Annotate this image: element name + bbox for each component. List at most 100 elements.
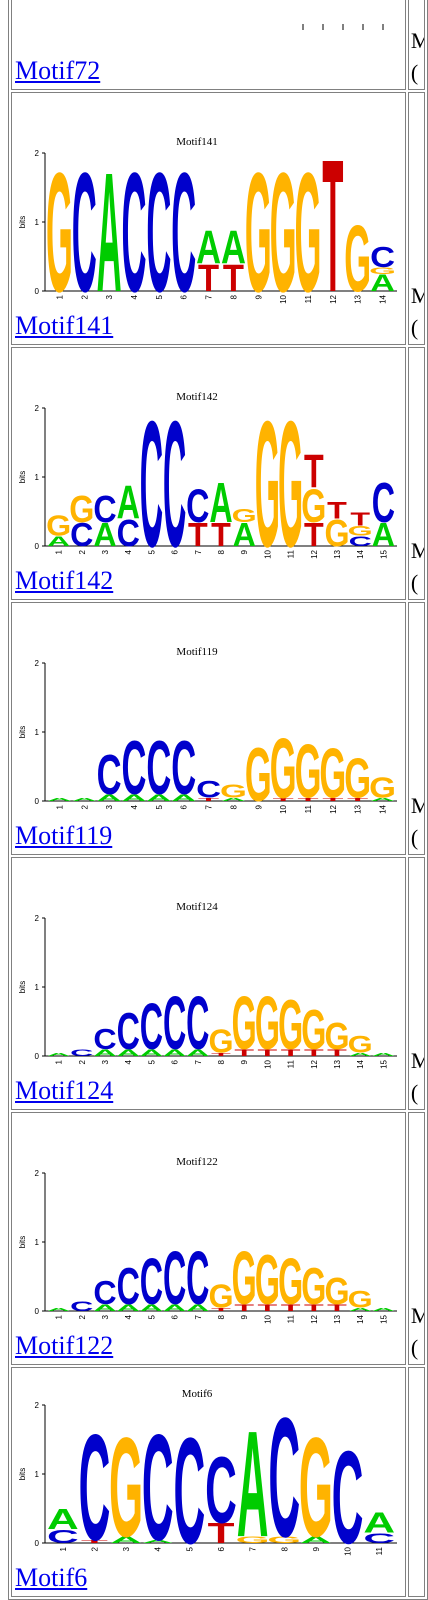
logo-letter-c: C bbox=[93, 1025, 116, 1056]
x-tick-label: 14 bbox=[379, 294, 388, 303]
x-tick-label: 11 bbox=[287, 1059, 296, 1068]
motif-link[interactable]: Motif119 bbox=[15, 821, 113, 850]
motif-link[interactable]: Motif122 bbox=[15, 1331, 114, 1360]
logo-letter-g: G bbox=[301, 997, 326, 1061]
motif-link[interactable]: Motif124 bbox=[15, 1076, 114, 1105]
logo-letter-a: A bbox=[47, 797, 72, 802]
logo-letter-c: C bbox=[146, 139, 171, 311]
y-axis-label: bits bbox=[18, 726, 27, 738]
side-line-2: ( bbox=[410, 315, 419, 340]
logo-letter-c: C bbox=[140, 991, 163, 1065]
logo-letter-c: C bbox=[186, 981, 209, 1066]
x-tick-label: 6 bbox=[217, 1546, 226, 1551]
logo-letter-c: C bbox=[70, 516, 93, 553]
logo-letter-g: G bbox=[109, 1409, 143, 1563]
logo-letter-a: A bbox=[72, 797, 97, 802]
logo-cell: Motif119 0 1 2 bits A 1 A 2 A C 3 A C 4 A C 5 A C 6 T C 7 A G 8 G 9 T… bbox=[11, 602, 406, 855]
x-tick-label: 5 bbox=[155, 294, 164, 299]
x-tick-label: 1 bbox=[59, 1546, 68, 1551]
x-tick-label: 5 bbox=[147, 549, 156, 554]
logo-letter-c: C bbox=[79, 1402, 111, 1563]
logo-letter-a: A bbox=[233, 516, 256, 553]
x-tick-label: 5 bbox=[147, 1314, 156, 1319]
x-tick-label: 3 bbox=[101, 1059, 110, 1064]
x-tick-label: 10 bbox=[279, 804, 288, 813]
x-tick-label: 11 bbox=[304, 804, 313, 813]
logo-letter-g: G bbox=[270, 720, 297, 816]
x-tick-label: 7 bbox=[194, 1059, 203, 1064]
x-tick-label: 5 bbox=[147, 1059, 156, 1064]
logo-letter-g: G bbox=[369, 266, 396, 276]
logo-letter-g: G bbox=[69, 488, 94, 530]
logo-letter-g: G bbox=[46, 139, 73, 311]
y-axis-label: bits bbox=[18, 981, 27, 993]
logo-letter-a: A bbox=[142, 1539, 174, 1544]
logo-cell: Motif142 0 1 2 bits A G 1 C G 2 A C 3 C A 4 C 5 C 6 T C 7 T A 8 A G 9… bbox=[11, 347, 406, 600]
logo-letter-c: C bbox=[70, 1298, 93, 1314]
motif-row: Motif124 0 1 2 bits A 1 C 2 A C 3 A C 4 A C 5 A C 6 A C 7 T G 8 T G 9… bbox=[11, 857, 425, 1110]
logo-letter-a: A bbox=[300, 1534, 332, 1545]
logo-cell: Motif6 0 1 2 bits C A 1 T C 2 A G 3 A C 4 C 5 T C 6 G A 7 G C 8 A G 9 C… bbox=[11, 1367, 406, 1597]
logo-letter-a: A bbox=[363, 1507, 395, 1538]
side-text: M( bbox=[410, 280, 424, 344]
logo-letter-g: G bbox=[324, 513, 349, 555]
side-text: M( bbox=[411, 1045, 424, 1109]
x-tick-label: 7 bbox=[205, 294, 214, 299]
motif-link[interactable]: Motif141 bbox=[15, 311, 114, 340]
logo-letter-t: T bbox=[327, 1303, 347, 1313]
logo-letter-g: G bbox=[278, 985, 303, 1065]
side-line-2: ( bbox=[410, 825, 419, 850]
logo-letter-g: G bbox=[220, 781, 247, 802]
logo-letter-g: G bbox=[319, 734, 346, 813]
x-tick-label: 7 bbox=[194, 1314, 203, 1319]
logo-letter-c: C bbox=[93, 1274, 116, 1311]
logo-letter-c: C bbox=[205, 1436, 237, 1542]
x-tick-label: 10 bbox=[279, 294, 288, 303]
y-tick-label: 0 bbox=[35, 1052, 40, 1061]
side-cell bbox=[407, 1367, 425, 1597]
motif-link[interactable]: Motif72 bbox=[15, 56, 101, 85]
side-text: M( bbox=[410, 535, 424, 599]
logo-letter-g: G bbox=[232, 1236, 257, 1321]
logo-title: Motif141 bbox=[176, 136, 218, 148]
x-tick-label: 9 bbox=[254, 294, 263, 299]
side-cell: M( bbox=[407, 602, 425, 855]
side-cell: M( bbox=[407, 857, 425, 1110]
x-tick-label: 1 bbox=[55, 1059, 64, 1064]
logo-letter-c: C bbox=[370, 241, 395, 273]
logo-letter-t: T bbox=[188, 516, 208, 553]
logo-letter-c: C bbox=[349, 533, 372, 549]
logo-letter-t: T bbox=[322, 797, 343, 802]
logo-letter-g: G bbox=[208, 1277, 233, 1314]
side-line-2: ( bbox=[410, 570, 419, 595]
logo-letter-c: C bbox=[72, 139, 97, 311]
motif-link[interactable]: Motif142 bbox=[15, 566, 114, 595]
logo-letter-a: A bbox=[47, 1504, 79, 1535]
y-tick-label: 2 bbox=[35, 914, 40, 923]
logo-letter-g: G bbox=[348, 523, 373, 539]
logo-letter-g: G bbox=[255, 981, 280, 1066]
logo-letter-g: G bbox=[232, 505, 257, 526]
motif-row: Motif122 0 1 2 bits A 1 C 2 A C 3 A C 4 A C 5 A C 6 A C 7 T G 8 T G 9… bbox=[11, 1112, 425, 1365]
logo-letter-a: A bbox=[97, 139, 122, 311]
side-text: M( bbox=[410, 790, 424, 854]
logo-letter-a: A bbox=[237, 1399, 269, 1563]
logo-letter-a: A bbox=[117, 1303, 140, 1313]
logo-letter-a: A bbox=[209, 470, 232, 534]
logo-letter-a: A bbox=[47, 1307, 71, 1312]
logo-letter-g: G bbox=[295, 731, 322, 815]
logo-letter-g: G bbox=[232, 981, 257, 1066]
x-tick-label: 6 bbox=[171, 1059, 180, 1064]
logo-letter-g: G bbox=[46, 511, 71, 542]
x-tick-label: 8 bbox=[280, 1546, 289, 1551]
x-tick-label: 13 bbox=[333, 549, 342, 558]
motif-link[interactable]: Motif6 bbox=[15, 1563, 88, 1592]
logo-letter-a: A bbox=[372, 516, 395, 553]
side-line-1: M bbox=[411, 790, 424, 822]
x-tick-label: 8 bbox=[217, 1059, 226, 1064]
logo-letter-c: C bbox=[363, 1530, 395, 1546]
logo-letter-a: A bbox=[93, 1048, 116, 1058]
x-tick-label: 2 bbox=[78, 1059, 87, 1064]
logo-letter-t: T bbox=[198, 257, 219, 300]
x-tick-label: 3 bbox=[105, 804, 114, 809]
